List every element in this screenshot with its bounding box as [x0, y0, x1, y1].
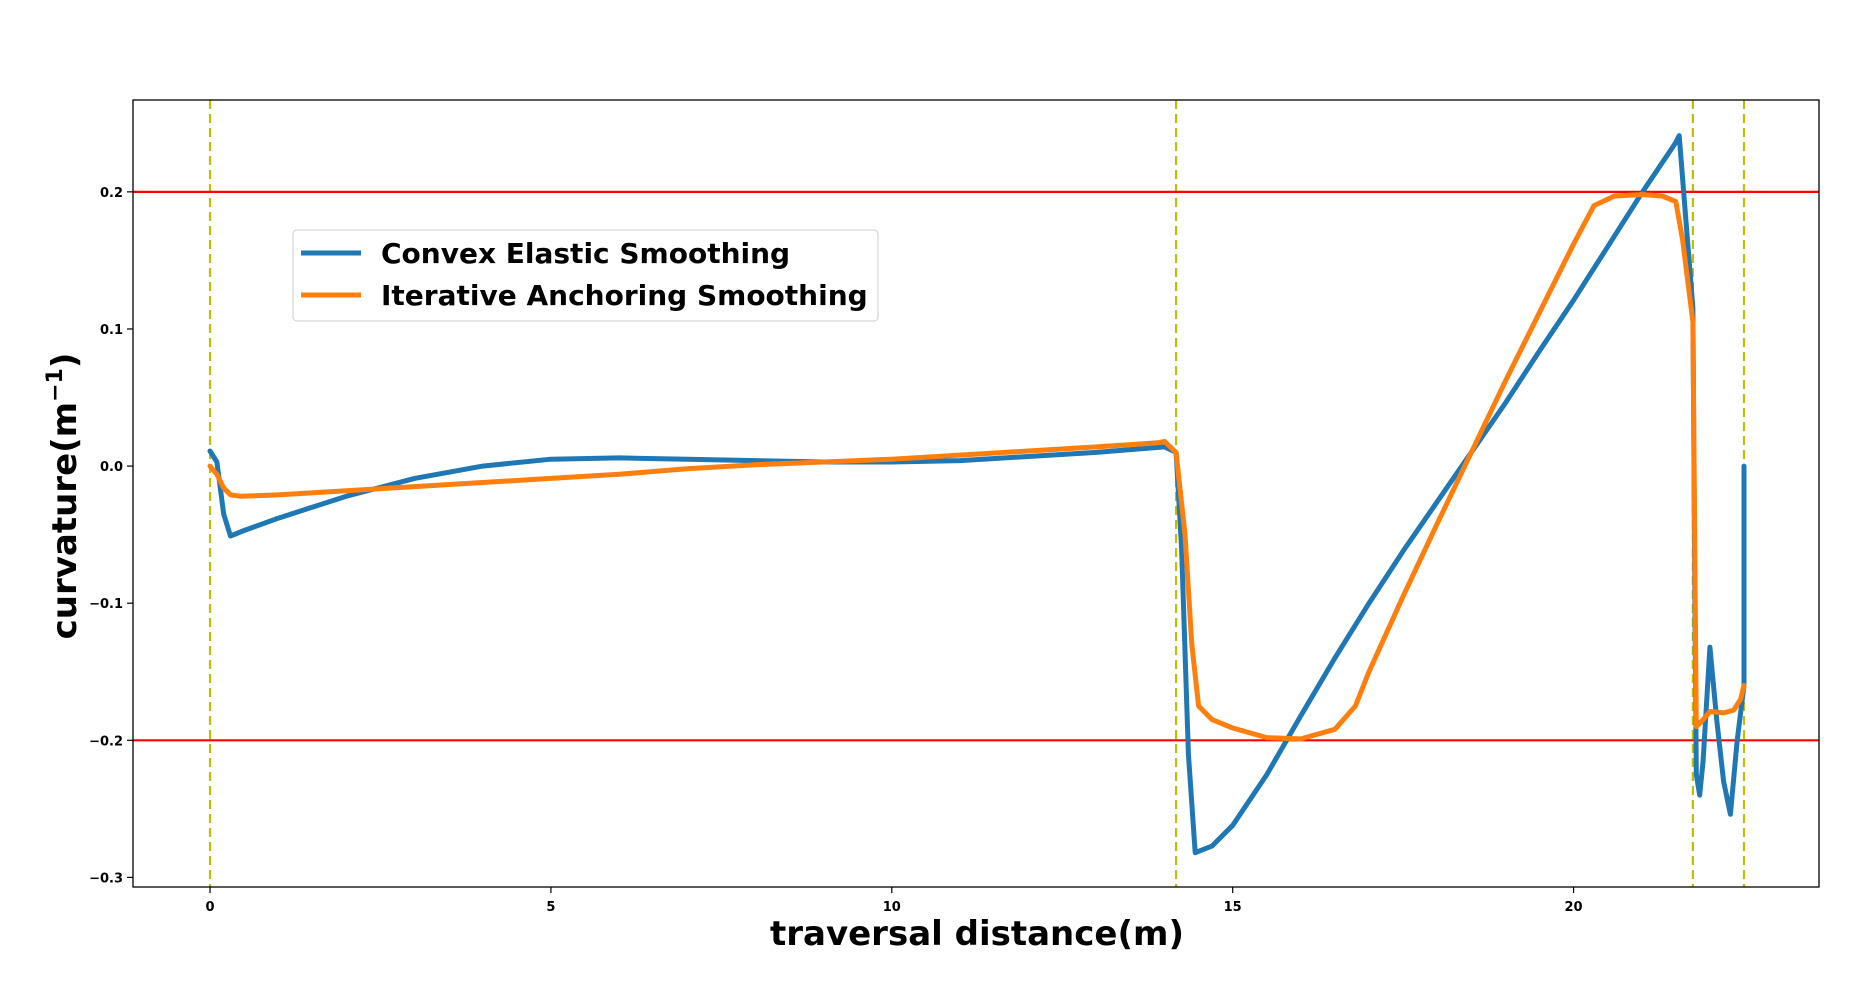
y-axis-label-main: curvature(m — [45, 402, 85, 640]
series-lines — [207, 133, 1747, 856]
curvature-limit-lines — [133, 190, 1819, 742]
y-axis-label-close: ) — [45, 353, 85, 369]
y-tick-label: −0.2 — [89, 734, 123, 749]
plot-area — [133, 100, 1819, 887]
legend-label-convex-elastic-smoothing: Convex Elastic Smoothing — [381, 237, 790, 270]
x-tick-label: 10 — [883, 900, 901, 915]
y-axis-ticks: −0.3 −0.2 −0.1 0.0 0.1 0.2 — [89, 186, 133, 886]
x-tick-label: 15 — [1224, 900, 1242, 915]
y-tick-label: −0.3 — [89, 871, 123, 886]
y-tick-label: 0.1 — [100, 323, 123, 338]
x-tick-label: 5 — [546, 900, 555, 915]
axes-frame — [132, 99, 1820, 888]
series-line-iterative-anchoring-smoothing — [207, 192, 1747, 742]
y-axis-label-superscript: −1 — [43, 368, 68, 402]
series-line-convex-elastic-smoothing — [207, 133, 1747, 856]
y-axis-label: curvature(m−1) — [43, 353, 85, 640]
plot-background — [133, 100, 1819, 887]
x-tick-label: 0 — [206, 900, 215, 915]
legend: Convex Elastic Smoothing Iterative Ancho… — [292, 229, 879, 322]
x-axis-ticks: 0 5 10 15 20 — [206, 887, 1583, 915]
x-tick-label: 20 — [1565, 900, 1583, 915]
legend-label-iterative-anchoring-smoothing: Iterative Anchoring Smoothing — [381, 279, 868, 312]
y-tick-label: −0.1 — [89, 597, 123, 612]
x-axis-label: traversal distance(m) — [770, 914, 1184, 954]
axes-border — [132, 99, 1820, 888]
legend-box — [292, 229, 879, 322]
y-tick-label: 0.2 — [100, 186, 123, 201]
y-tick-label: 0.0 — [100, 460, 123, 475]
